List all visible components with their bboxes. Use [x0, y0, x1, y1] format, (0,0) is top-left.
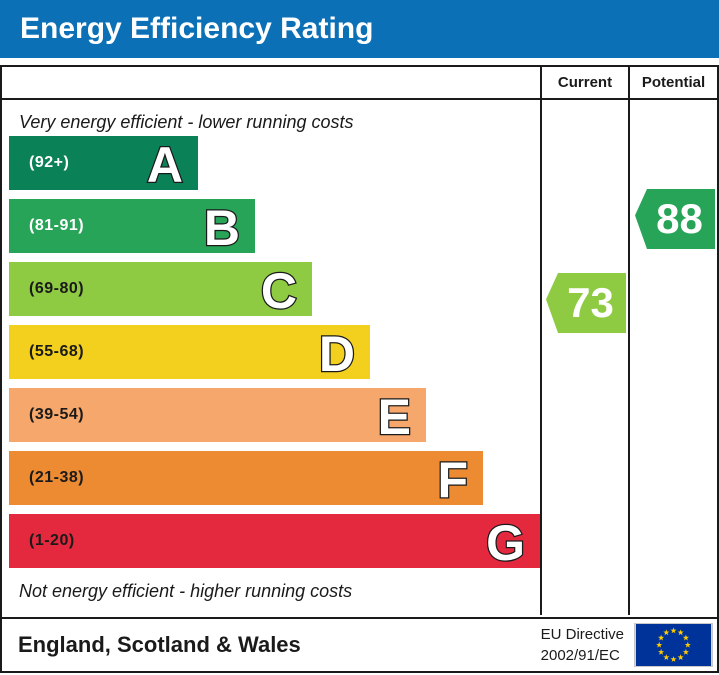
band-bar-c: (69-80) C	[9, 262, 312, 316]
band-range-c: (69-80)	[29, 280, 85, 297]
svg-text:A: A	[147, 137, 183, 190]
band-row-b: (81-91) B	[9, 199, 540, 253]
band-bar-b: (81-91) B	[9, 199, 255, 253]
band-row-e: (39-54) E	[9, 388, 540, 442]
potential-column: 88	[628, 100, 717, 615]
current-rating-value: 73	[567, 279, 614, 326]
band-range-e: (39-54)	[29, 406, 85, 423]
epc-rating-table: Current Potential Very energy efficient …	[0, 65, 719, 619]
bottom-note: Not energy efficient - higher running co…	[19, 580, 353, 601]
header-chart-spacer	[2, 67, 540, 98]
current-column: 73	[540, 100, 628, 615]
band-letter-b: B	[203, 199, 242, 253]
footer-bar: England, Scotland & Wales EU Directive 2…	[0, 617, 719, 673]
band-bar-f: (21-38) F	[9, 451, 483, 505]
svg-text:G: G	[486, 515, 525, 568]
svg-text:F: F	[437, 452, 468, 505]
current-rating-tag: 73	[546, 273, 626, 333]
band-letter-e: E	[376, 388, 412, 442]
eu-directive-line1: EU Directive	[540, 626, 624, 643]
eu-flag-icon	[634, 623, 713, 667]
band-bar-e: (39-54) E	[9, 388, 426, 442]
header-potential: Potential	[628, 67, 717, 98]
band-range-b: (81-91)	[29, 217, 85, 234]
potential-rating-value: 88	[656, 195, 703, 242]
band-letter-c: C	[260, 262, 299, 316]
svg-text:E: E	[378, 389, 411, 442]
rating-scale: Very energy efficient - lower running co…	[2, 100, 540, 615]
svg-text:D: D	[319, 326, 355, 379]
band-row-c: (69-80) C	[9, 262, 540, 316]
eu-directive-line2: 2002/91/EC	[540, 647, 620, 664]
table-body-row: Very energy efficient - lower running co…	[2, 100, 717, 615]
region-label: England, Scotland & Wales	[18, 632, 301, 657]
svg-text:C: C	[261, 263, 297, 316]
band-bar-d: (55-68) D	[9, 325, 370, 379]
potential-rating-tag: 88	[635, 189, 715, 249]
eu-directive-label: EU Directive 2002/91/EC	[541, 624, 624, 666]
band-letter-d: D	[318, 325, 357, 379]
band-row-g: (1-20) G	[9, 514, 540, 568]
svg-text:B: B	[204, 200, 240, 253]
band-bar-a: (92+) A	[9, 136, 198, 190]
band-range-f: (21-38)	[29, 469, 85, 486]
band-letter-a: A	[146, 136, 185, 190]
top-note: Very energy efficient - lower running co…	[19, 111, 354, 132]
band-range-a: (92+)	[29, 154, 70, 171]
header-current: Current	[540, 67, 628, 98]
band-range-g: (1-20)	[29, 532, 75, 549]
band-row-a: (92+) A	[9, 136, 540, 190]
band-row-d: (55-68) D	[9, 325, 540, 379]
band-bar-g: (1-20) G	[9, 514, 540, 568]
band-range-d: (55-68)	[29, 343, 85, 360]
title-bar: Energy Efficiency Rating	[0, 0, 719, 58]
page-title: Energy Efficiency Rating	[20, 12, 374, 45]
band-row-f: (21-38) F	[9, 451, 540, 505]
band-letter-f: F	[436, 451, 469, 505]
table-header-row: Current Potential	[2, 67, 717, 100]
band-letter-g: G	[485, 514, 526, 568]
